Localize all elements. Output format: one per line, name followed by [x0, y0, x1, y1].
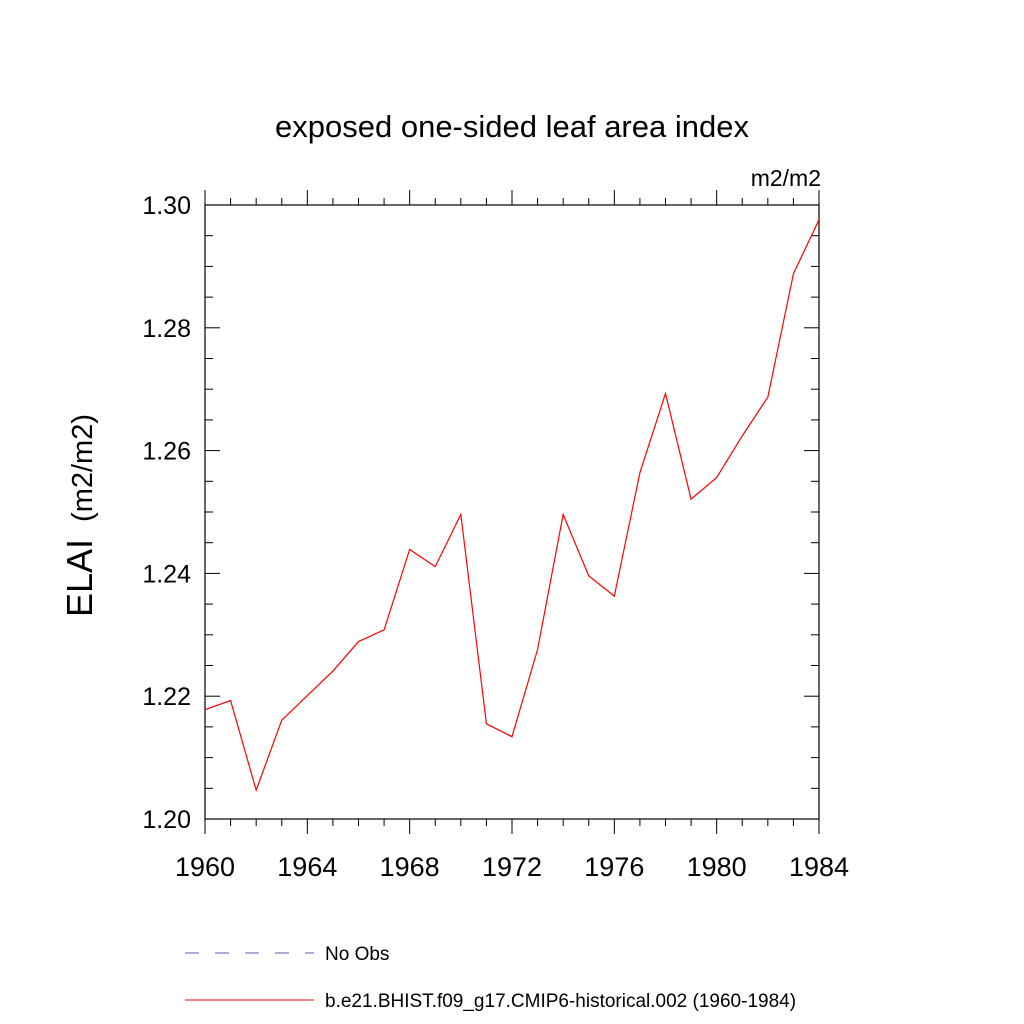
x-tick-label: 1984: [789, 852, 849, 882]
x-axis-ticks: 1960 1964 1968 1972 1976 1980 1984: [175, 190, 849, 882]
y-axis-label: ELAI (m2/m2): [59, 414, 100, 617]
y-tick-label: 1.20: [142, 806, 191, 834]
legend-label: No Obs: [325, 944, 389, 965]
y-tick-label: 1.22: [142, 683, 191, 711]
plot-frame: [204, 204, 820, 820]
x-tick-label: 1972: [482, 852, 542, 882]
y-tick-label: 1.26: [142, 438, 191, 466]
series-layer: [204, 219, 820, 793]
chart-title: exposed one-sided leaf area index: [275, 109, 749, 144]
x-tick-label: 1968: [380, 852, 440, 882]
x-tick-label: 1964: [277, 852, 337, 882]
y-tick-label: 1.28: [142, 315, 191, 343]
y-axis-label-main: ELAI: [59, 539, 100, 617]
series-line: [204, 219, 820, 793]
x-tick-label: 1976: [584, 852, 644, 882]
x-tick-label: 1980: [687, 852, 747, 882]
y-axis-ticks: 1.20 1.22 1.24 1.26 1.28 1.30: [142, 192, 819, 834]
units-label: m2/m2: [751, 165, 821, 191]
y-tick-label: 1.24: [142, 560, 191, 588]
y-tick-label: 1.30: [142, 192, 191, 220]
x-tick-label: 1960: [175, 852, 235, 882]
legend-label: b.e21.BHIST.f09_g17.CMIP6-historical.002…: [325, 991, 796, 1012]
y-axis-label-units: (m2/m2): [67, 414, 99, 522]
legend: No Obs b.e21.BHIST.f09_g17.CMIP6-historic…: [185, 944, 796, 1012]
